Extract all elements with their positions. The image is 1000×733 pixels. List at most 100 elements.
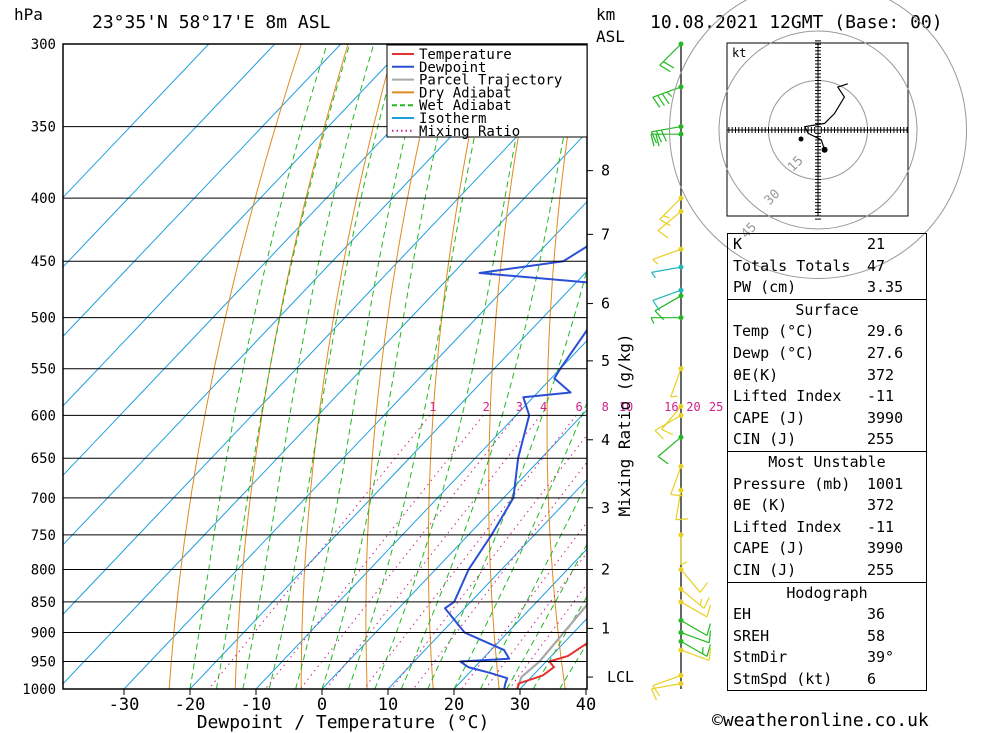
table-value: 36 xyxy=(867,605,886,624)
legend-label: Mixing Ratio xyxy=(419,124,520,140)
hodograph-trace xyxy=(803,83,848,150)
x-tick-label: 10 xyxy=(378,695,398,715)
wet-adiabat-line xyxy=(453,401,587,689)
table-key: StmSpd (kt) xyxy=(733,669,833,688)
table-value: -11 xyxy=(867,387,895,406)
wind-barb-flag xyxy=(659,218,671,227)
table-row: θE (K) 372 xyxy=(728,495,926,517)
wet-adiabat-line xyxy=(215,44,351,689)
isotherm-line xyxy=(123,200,587,689)
mixing-ratio-line xyxy=(461,521,587,689)
wind-barb-staff xyxy=(652,289,682,302)
wind-barb xyxy=(652,84,684,108)
table-key: CAPE (J) xyxy=(733,408,806,427)
hodograph-start-dot xyxy=(821,146,828,153)
pressure-unit-label: hPa xyxy=(14,5,43,24)
wind-barb xyxy=(652,672,684,697)
isotherm-line xyxy=(453,548,587,689)
dewpoint-line xyxy=(444,245,587,689)
wind-barb-flag xyxy=(661,93,670,105)
wind-barb-flag xyxy=(670,493,684,497)
table-value: 3.35 xyxy=(867,278,904,297)
pressure-tick-label: 900 xyxy=(31,626,56,642)
mixing-ratio-line xyxy=(484,551,587,689)
mixing-ratio-label: 16 xyxy=(664,400,678,414)
wet-adiabat-line xyxy=(479,481,587,689)
wind-barb-flag xyxy=(657,456,669,465)
isotherm-line xyxy=(63,44,540,546)
wind-barb xyxy=(659,195,684,227)
pressure-tick-label: 400 xyxy=(31,191,56,207)
wind-barb-flag xyxy=(652,685,661,697)
wind-barb-flag xyxy=(654,429,665,440)
pressure-tick-label: 500 xyxy=(31,311,56,327)
wind-barb-staff xyxy=(670,466,682,495)
wind-barb xyxy=(678,630,712,644)
mixing-ratio-line xyxy=(299,414,517,689)
table-row: Temp (°C) 29.6 xyxy=(728,321,926,343)
table-row: StmSpd (kt) 6 xyxy=(728,669,926,691)
table-row: CIN (J) 255 xyxy=(728,560,926,582)
asl-label: ASL xyxy=(596,27,625,46)
wind-barb-flag xyxy=(708,648,712,661)
table-title: Most Unstable xyxy=(768,452,886,471)
plot-frame xyxy=(62,43,588,690)
table-key: K xyxy=(733,235,743,253)
wind-barb xyxy=(652,287,684,312)
table-key: Dewp (°C) xyxy=(733,343,815,362)
isotherm-line xyxy=(63,62,587,615)
wind-barb-flag xyxy=(655,134,660,147)
mixing-ratio-label: 4 xyxy=(540,400,547,414)
mixing-ratio-label: 2 xyxy=(483,400,490,414)
wind-barb xyxy=(652,246,684,265)
wind-barb-staff xyxy=(651,683,682,690)
table-key: PW (cm) xyxy=(733,278,797,297)
wind-barb-flag xyxy=(666,91,673,98)
wind-barb-flag xyxy=(675,518,689,521)
table-title: Hodograph xyxy=(786,583,868,602)
mixing-ratio-label: 6 xyxy=(576,400,583,414)
wind-barb-staff xyxy=(652,674,682,687)
wind-barb-staff xyxy=(657,210,682,232)
wind-barb-staff xyxy=(680,601,708,618)
mixing-ratio-line xyxy=(413,461,587,689)
wind-barb-flag xyxy=(659,64,671,73)
indices-table: K 21 Totals Totals 47 PW (cm) 3.35 xyxy=(727,233,927,299)
x-tick-label: 0 xyxy=(317,695,327,715)
mixing-ratio-label: 10 xyxy=(619,400,633,414)
legend-label: Isotherm xyxy=(419,111,486,127)
wind-barb-flag xyxy=(661,428,674,436)
wet-adiabat-line xyxy=(189,44,328,689)
table-row: K 21 xyxy=(728,234,926,256)
wind-barb-flag xyxy=(650,688,658,701)
isotherm-line xyxy=(63,44,276,268)
indices-panel: K 21 Totals Totals 47 PW (cm) 3.35 Surface Temp… xyxy=(727,233,927,692)
mixing-ratio-line xyxy=(265,414,484,689)
table-key: CAPE (J) xyxy=(733,539,806,558)
pressure-tick-label: 300 xyxy=(31,37,56,53)
wind-barb xyxy=(657,434,684,465)
mixing-ratio-label: 3 xyxy=(516,400,523,414)
x-axis-label: Dewpoint / Temperature (°C) xyxy=(197,712,490,733)
dry-adiabat-line xyxy=(658,44,697,689)
table-row: EH 36 xyxy=(728,604,926,626)
isotherm-line xyxy=(63,131,587,685)
wind-barb-staff xyxy=(680,619,708,637)
legend-label: Dewpoint xyxy=(419,60,486,76)
wind-barb-staff xyxy=(654,295,682,312)
table-key: EH xyxy=(733,605,752,624)
indices-table: Most Unstable Pressure (mb) 1001 θE (K) 372 L… xyxy=(727,450,927,582)
km-tick-label: 2 xyxy=(601,560,610,578)
wind-barb-staff xyxy=(680,569,701,593)
wind-barb-flag xyxy=(706,604,711,618)
wind-barb-staff xyxy=(680,631,710,644)
wind-barb-staff xyxy=(654,414,682,431)
wind-barb xyxy=(670,463,684,497)
mixing-ratio-line xyxy=(363,414,577,689)
table-value: 21 xyxy=(867,235,886,253)
pressure-tick-label: 650 xyxy=(31,451,56,467)
wind-barb-flag xyxy=(657,230,669,239)
wind-barb xyxy=(657,208,684,239)
wind-barb-flag xyxy=(663,215,670,219)
